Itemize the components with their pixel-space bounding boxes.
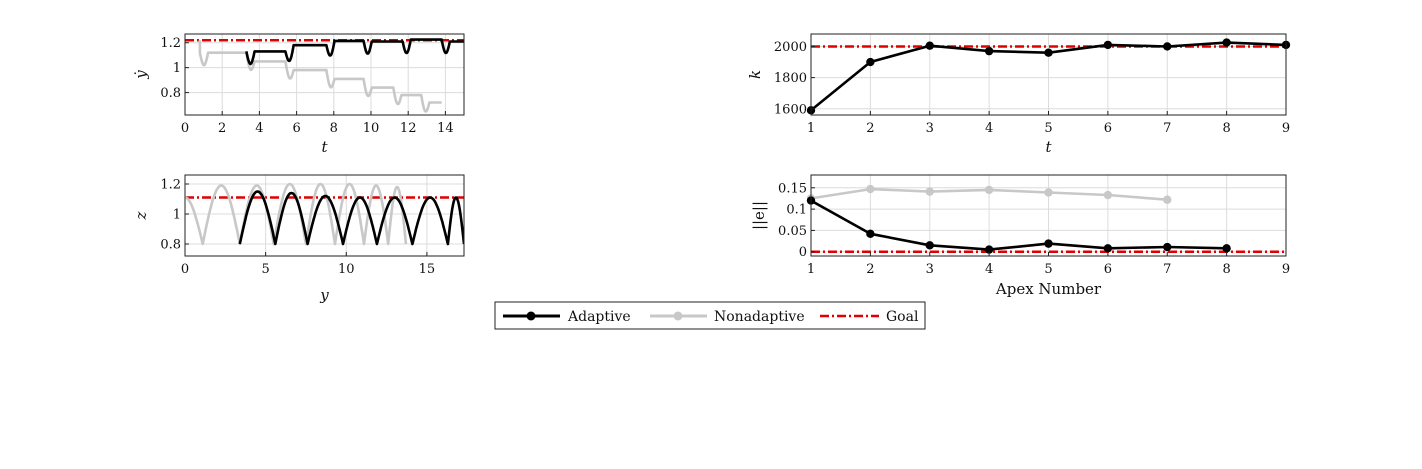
- x-tick-label: 10: [338, 262, 355, 277]
- adaptive-data-point: [1103, 40, 1113, 50]
- x-tick-label: 10: [363, 121, 380, 136]
- adaptive-data-point: [1103, 244, 1113, 253]
- legend: Adaptive Nonadaptive Goal: [494, 301, 926, 330]
- x-tick-label: 2: [866, 262, 874, 277]
- x-tick-label: 2: [866, 121, 874, 136]
- adaptive-series-line: [811, 199, 1227, 251]
- x-tick-label: 1: [807, 121, 815, 136]
- x-tick-label: 9: [1282, 262, 1290, 277]
- x-tick-label: 8: [1222, 262, 1230, 277]
- adaptive-data-point: [866, 229, 875, 239]
- adaptive-series-line: [245, 38, 464, 66]
- legend-label-adaptive: Adaptive: [567, 309, 631, 325]
- legend-label-goal: Goal: [886, 309, 919, 325]
- adaptive-data-point: [1163, 242, 1172, 252]
- x-tick-label: 5: [1044, 121, 1052, 136]
- x-axis-label: t: [321, 138, 328, 156]
- x-tick-label: 7: [1163, 262, 1171, 277]
- adaptive-data-point: [866, 57, 875, 67]
- legend-item-adaptive: Adaptive: [503, 309, 631, 325]
- error-vs-apex-plot: 1 2 3 4 5 6 7 8 9 0 0.05 0.1 0.15 Apex Number ||e||: [750, 174, 1290, 298]
- y-tick-label: 0.1: [786, 203, 807, 218]
- y-tick-label: 0.05: [778, 224, 807, 239]
- adaptive-data-point: [1044, 48, 1053, 57]
- x-tick-label: 4: [985, 121, 993, 136]
- nonadaptive-data-point: [1163, 195, 1172, 204]
- nonadaptive-data-point: [1044, 188, 1053, 197]
- legend-label-nonadaptive: Nonadaptive: [714, 309, 805, 325]
- x-tick-label: 1: [807, 262, 815, 277]
- y-axis-label: k: [746, 70, 764, 79]
- nonadaptive-data-point: [925, 187, 934, 196]
- x-tick-label: 5: [1044, 262, 1052, 277]
- nonadaptive-data-point: [984, 185, 994, 195]
- x-tick-label: 3: [926, 121, 934, 136]
- legend-marker-nonadaptive: [673, 311, 683, 321]
- y-axis-label: ẏ: [132, 70, 150, 80]
- y-tick-label: 2000: [774, 40, 807, 55]
- axes-frame: [184, 174, 465, 257]
- legend-item-nonadaptive: Nonadaptive: [650, 309, 805, 325]
- y-tick-label: 1600: [774, 102, 807, 117]
- y-axis-label: z: [132, 211, 150, 220]
- adaptive-data-point: [1163, 42, 1172, 51]
- plot-area: [185, 38, 464, 113]
- x-tick-label: 5: [261, 262, 269, 277]
- nonadaptive-data-point: [1103, 190, 1113, 200]
- x-tick-label: 0: [181, 121, 189, 136]
- x-tick-label: 6: [1104, 262, 1112, 277]
- x-tick-label: 4: [255, 121, 263, 136]
- x-tick-label: 3: [926, 262, 934, 277]
- adaptive-data-point: [984, 245, 994, 254]
- adaptive-data-point: [925, 241, 934, 250]
- y-axis-label: ||e||: [750, 201, 768, 230]
- z-vs-y-plot: 0 5 10 15 0.8 1 1.2 y z: [132, 174, 465, 304]
- x-tick-label: 8: [330, 121, 338, 136]
- y-tick-label: 0.8: [160, 238, 181, 253]
- legend-box: [494, 301, 926, 330]
- x-tick-label: 6: [292, 121, 300, 136]
- adaptive-data-point: [925, 41, 934, 50]
- y-tick-label: 1: [173, 61, 181, 76]
- k-vs-apex-plot: 1 2 3 4 5 6 7 8 9 1600 1800 2000 t k: [746, 33, 1291, 156]
- nonadaptive-series-line: [185, 182, 408, 246]
- ydot-vs-t-plot: 0 2 4 6 8 10 12 14 0.8 1 1.2 t ẏ: [132, 33, 465, 156]
- x-tick-label: 7: [1163, 121, 1171, 136]
- x-tick-label: 4: [985, 262, 993, 277]
- nonadaptive-data-point: [866, 184, 875, 194]
- adaptive-data-point: [1044, 239, 1053, 248]
- y-tick-label: 1.2: [160, 36, 181, 51]
- x-tick-label: 12: [400, 121, 417, 136]
- x-tick-label: 6: [1104, 121, 1112, 136]
- x-tick-label: 2: [218, 121, 226, 136]
- x-tick-label: 15: [419, 262, 436, 277]
- x-tick-label: 0: [181, 262, 189, 277]
- legend-marker-adaptive: [526, 311, 536, 321]
- plot-area: [185, 182, 464, 246]
- axes-frame: [184, 33, 465, 116]
- x-tick-label: 9: [1282, 121, 1290, 136]
- adaptive-data-point: [984, 46, 994, 56]
- y-tick-label: 1.2: [160, 178, 181, 193]
- x-axis-label: t: [1045, 138, 1052, 156]
- legend-item-goal: Goal: [820, 309, 919, 325]
- x-axis-label: y: [319, 286, 329, 304]
- adaptive-data-point: [1222, 244, 1231, 253]
- y-tick-label: 1: [173, 208, 181, 223]
- y-tick-label: 0.8: [160, 86, 181, 101]
- y-tick-label: 0: [799, 245, 807, 260]
- x-tick-label: 8: [1222, 121, 1230, 136]
- x-axis-label: Apex Number: [995, 280, 1102, 298]
- y-tick-label: 0.15: [778, 181, 807, 196]
- x-tick-label: 14: [437, 121, 454, 136]
- y-tick-label: 1800: [774, 71, 807, 86]
- adaptive-data-point: [1222, 38, 1231, 47]
- adaptive-series-line: [238, 190, 464, 246]
